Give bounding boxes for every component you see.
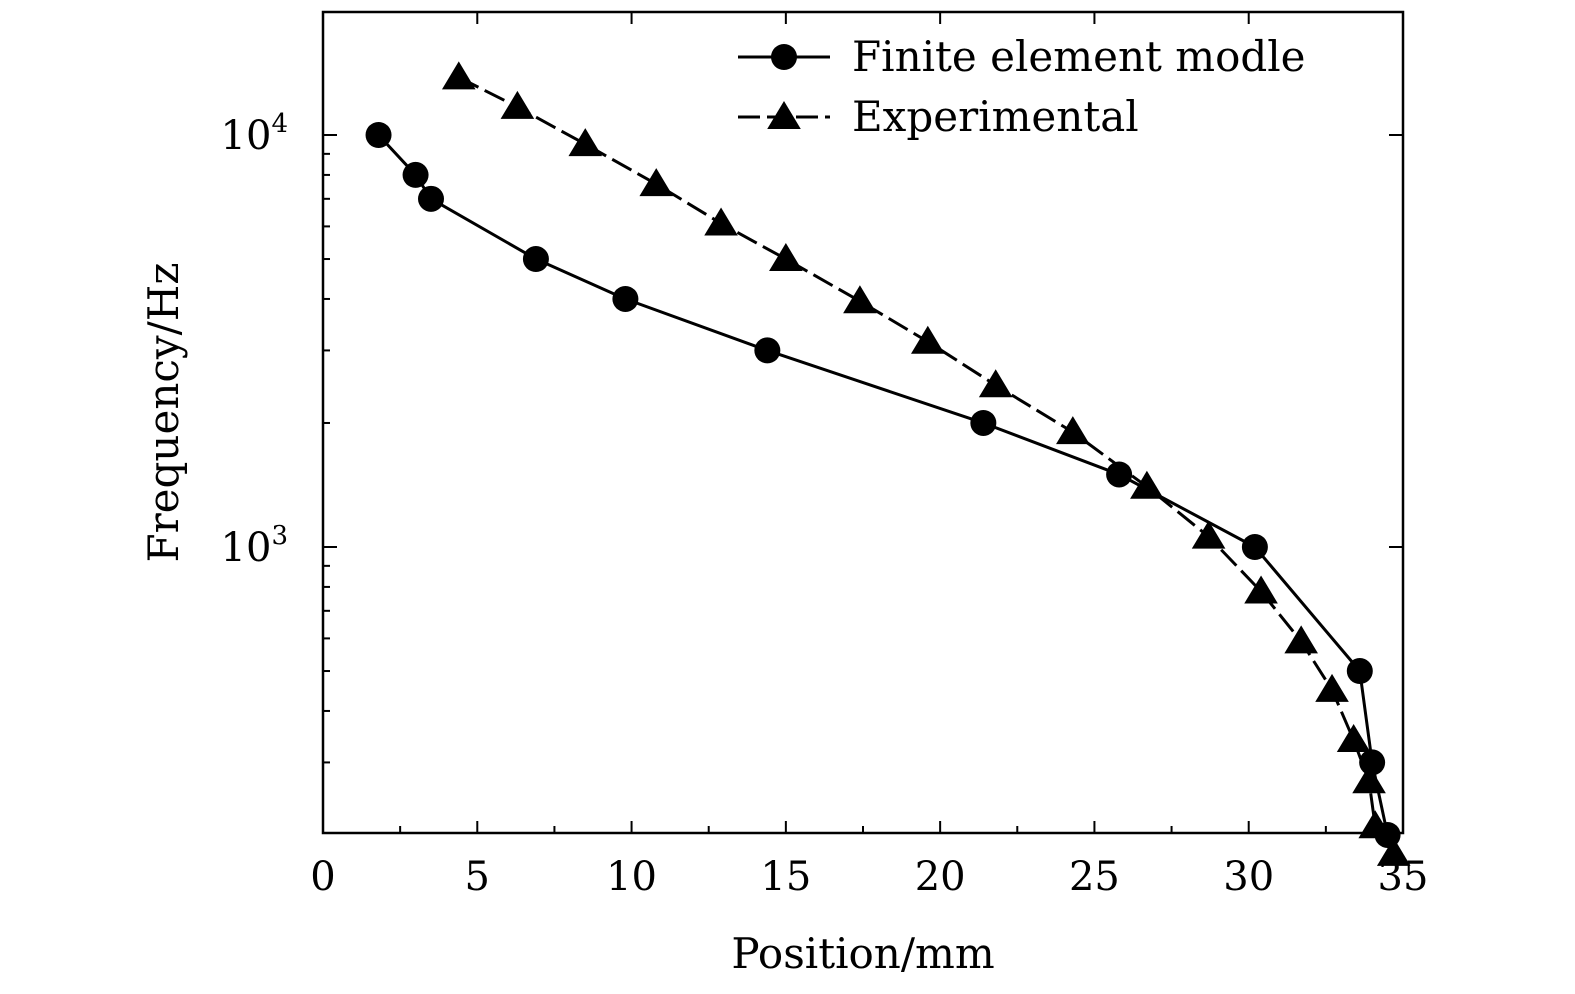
legend-marker-circle xyxy=(771,44,797,70)
data-point-triangle xyxy=(1244,575,1278,604)
data-point-triangle xyxy=(1056,416,1090,445)
legend-label: Experimental xyxy=(852,92,1139,141)
x-tick-label: 35 xyxy=(1378,854,1429,900)
data-point-triangle xyxy=(1336,724,1371,753)
data-point-triangle xyxy=(1352,765,1386,794)
data-point-circle xyxy=(754,337,781,364)
data-point-triangle xyxy=(843,285,877,314)
data-point-triangle xyxy=(568,128,603,157)
data-point-circle xyxy=(402,161,429,188)
x-tick-label: 15 xyxy=(760,854,811,900)
data-point-triangle xyxy=(1315,673,1349,702)
data-point-circle xyxy=(1346,658,1373,685)
data-point-circle xyxy=(612,285,639,312)
series-line xyxy=(458,76,1395,855)
y-axis-title: Frequency/Hz xyxy=(139,262,188,562)
data-point-circle xyxy=(970,409,997,436)
y-tick-label: 103 xyxy=(221,521,288,571)
data-point-triangle xyxy=(639,168,674,197)
data-point-triangle xyxy=(441,61,476,90)
legend-label: Finite element modle xyxy=(852,32,1306,81)
y-tick-label: 104 xyxy=(221,109,288,159)
data-point-triangle xyxy=(1191,520,1226,549)
series-line xyxy=(377,133,1390,836)
data-point-triangle xyxy=(500,90,535,119)
x-tick-label: 5 xyxy=(465,854,490,900)
data-point-circle xyxy=(1241,534,1268,560)
data-point-triangle xyxy=(769,243,803,272)
x-axis-title: Position/mm xyxy=(731,929,994,978)
data-point-triangle xyxy=(1376,837,1411,866)
x-tick-label: 10 xyxy=(606,854,657,900)
data-point-triangle xyxy=(978,369,1013,398)
data-point-triangle xyxy=(1358,810,1393,839)
data-point-circle xyxy=(418,185,444,212)
legend-marker-triangle xyxy=(767,101,801,129)
data-point-circle xyxy=(522,246,549,273)
x-tick-label: 20 xyxy=(915,854,966,900)
ticks-layer: 0 5 10 15 20 25 30 35 103 104 xyxy=(221,12,1429,900)
x-tick-label: 0 xyxy=(310,854,335,900)
series-layer xyxy=(365,61,1411,866)
data-point-triangle xyxy=(1284,625,1318,654)
x-tick-label: 25 xyxy=(1069,854,1120,900)
data-point-triangle xyxy=(911,325,945,354)
data-point-triangle xyxy=(704,207,738,236)
data-point-circle xyxy=(365,122,392,148)
legend: Finite element modle Experimental xyxy=(738,32,1306,141)
data-point-triangle xyxy=(1130,470,1164,499)
x-tick-label: 30 xyxy=(1223,854,1274,900)
data-point-circle xyxy=(1106,461,1133,488)
